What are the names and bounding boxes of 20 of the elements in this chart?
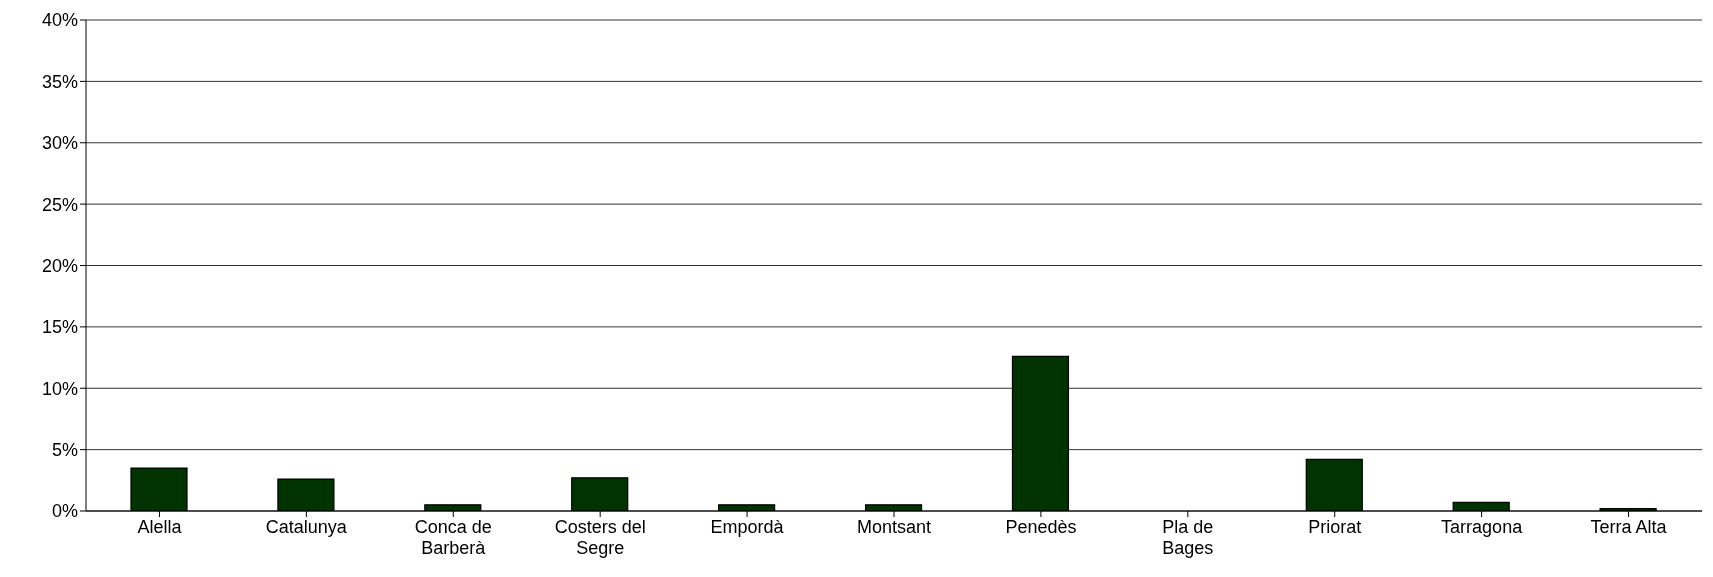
y-tick-label: 20%	[41, 255, 78, 276]
y-tick-label: 10%	[41, 378, 78, 399]
x-tick-label: Alella	[137, 517, 183, 537]
y-tick-label: 30%	[41, 133, 78, 154]
y-tick-label: 35%	[41, 71, 78, 92]
x-tick-label: Conca de Barberà	[414, 517, 492, 558]
x-tick-label: Catalunya	[265, 517, 348, 537]
x-tick-label: Empordà	[710, 517, 785, 537]
x-tick-label: Terra Alta	[1590, 517, 1668, 537]
y-tick-label: 5%	[51, 440, 78, 461]
x-tick-label: Costers del Segre	[554, 517, 646, 558]
y-tick-label: 25%	[41, 194, 78, 215]
x-tick-label: Priorat	[1308, 517, 1362, 537]
x-tick-label: Pla de Bages	[1162, 517, 1214, 558]
x-tick-label: Montsant	[856, 517, 932, 537]
x-tick-label: Penedès	[1005, 517, 1077, 537]
y-tick-label: 0%	[51, 501, 78, 522]
y-tick-label: 40%	[41, 10, 78, 31]
x-tick-label: Tarragona	[1441, 517, 1524, 537]
y-tick-label: 15%	[41, 317, 78, 338]
